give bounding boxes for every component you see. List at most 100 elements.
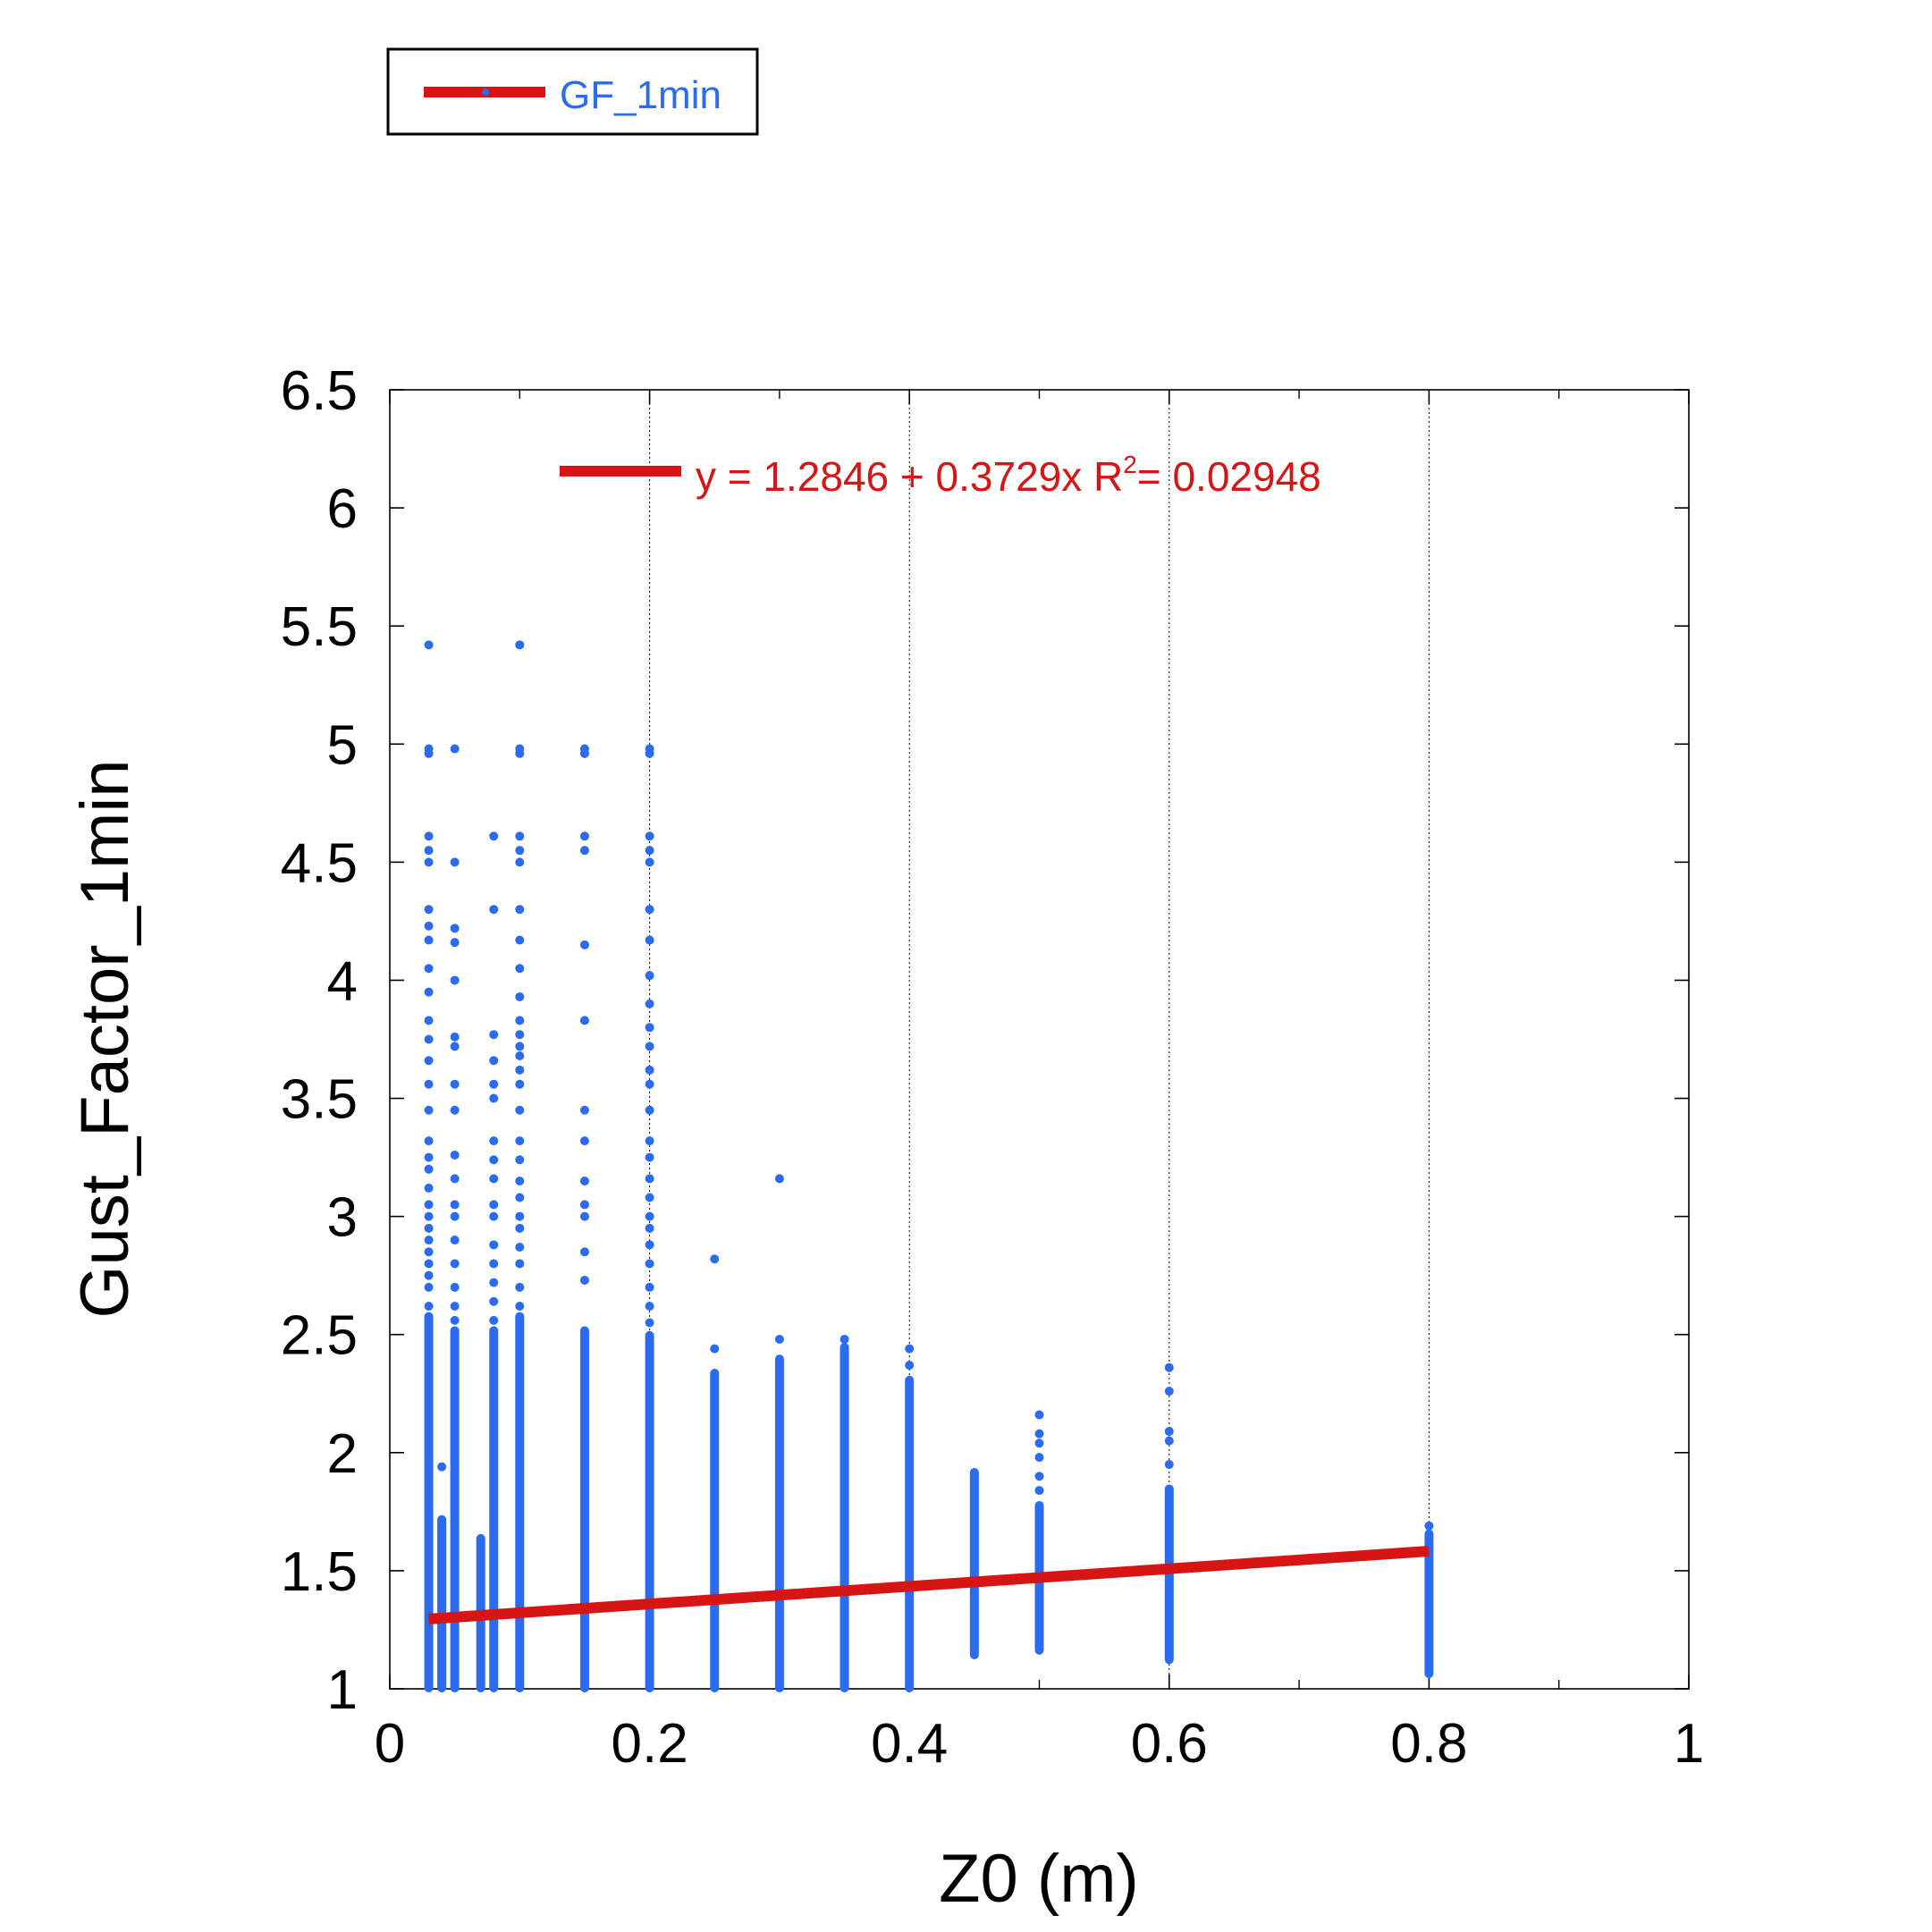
y-tick-label: 2 [327,1423,358,1485]
data-point [645,1193,654,1202]
data-point [450,924,460,933]
data-point [424,1152,434,1162]
data-point [1164,1387,1174,1396]
data-point [645,1211,654,1221]
data-point [515,964,525,974]
data-point [424,1016,434,1025]
data-point [424,935,434,945]
data-point [515,1211,525,1221]
fit-equation-r2-superscript: 2 [1123,451,1137,478]
data-point [579,831,589,841]
data-point [515,1193,525,1202]
data-point [645,1152,654,1162]
data-point [424,1211,434,1221]
data-point [489,1136,499,1146]
data-point [645,1259,654,1269]
point-column-dense [969,1467,979,1660]
data-point [450,857,460,867]
point-column-dense [839,1342,849,1692]
data-point [489,905,499,915]
data-point [450,1315,460,1325]
data-point [710,1344,720,1354]
x-tick-label: 1 [1674,1713,1704,1775]
y-tick-label: 4 [327,950,358,1012]
data-point [489,1278,499,1287]
data-point [515,744,525,754]
data-point [579,744,589,754]
data-point [1034,1438,1044,1448]
data-point [515,1242,525,1252]
data-point [450,1200,460,1210]
data-point [1034,1486,1044,1496]
y-axis-title: Gust_Factor_1min [67,759,143,1318]
point-column-dense [515,1312,525,1692]
data-point [1164,1460,1174,1470]
data-point [515,1105,525,1115]
data-point [1424,1521,1434,1531]
point-column-dense [450,1326,460,1692]
x-tick-label: 0.6 [1131,1713,1208,1775]
data-point [450,975,460,985]
data-point [424,905,434,915]
data-point [424,744,434,754]
data-point [579,1016,589,1025]
data-point [645,831,654,841]
point-column-dense [774,1354,784,1692]
data-point [645,1065,654,1075]
data-point [515,1302,525,1312]
point-column-dense [1164,1484,1174,1665]
y-tick-label: 4.5 [281,832,358,894]
data-point [424,1259,434,1269]
y-tick-label: 6 [327,478,358,540]
data-point [515,991,525,1001]
data-point [424,1247,434,1257]
point-column-dense [579,1326,589,1692]
data-point [424,1079,434,1089]
data-point [579,940,589,949]
x-tick-label: 0.8 [1390,1713,1467,1775]
data-point [424,1236,434,1245]
data-point [489,1240,499,1250]
point-column-dense [437,1514,447,1692]
data-point [515,1282,525,1292]
data-point [424,857,434,867]
data-point [424,831,434,841]
data-point [424,1282,434,1292]
data-point [579,1105,589,1115]
data-point [1034,1429,1044,1438]
data-point [515,1079,525,1089]
data-point [645,744,654,754]
data-point [424,1270,434,1280]
data-point [645,935,654,945]
data-point [450,1282,460,1292]
data-point [710,1254,720,1264]
data-point [645,1105,654,1115]
data-point [489,1200,499,1210]
data-point [450,744,460,754]
data-point [489,1174,499,1184]
y-tick-label: 3.5 [281,1069,358,1131]
x-tick-label: 0.2 [611,1713,688,1775]
data-point [424,1183,434,1193]
data-point [579,1211,589,1221]
data-point [515,1042,525,1051]
data-point [645,1042,654,1051]
fit-equation: y = 1.2846 + 0.3729x R2= 0.02948 [696,451,1321,500]
data-point [645,1223,654,1233]
data-point [424,1223,434,1233]
data-point [424,1200,434,1210]
data-point [424,1164,434,1174]
data-point [645,971,654,981]
y-tick-label: 1 [327,1659,358,1721]
point-column-dense [710,1368,720,1692]
data-point [489,1030,499,1040]
x-tick-label: 0 [375,1713,405,1775]
x-axis-title: Z0 (m) [939,1841,1139,1917]
labels-layer: 0 0.2 0.4 0.6 0.8 1 1 1.5 2 2.5 3 3.5 4 4.5 5 5.5 6 6.5 [281,360,1704,1775]
data-point [515,1223,525,1233]
data-point [579,1247,589,1257]
data-point [424,1105,434,1115]
data-point [450,1236,460,1245]
data-point [645,1302,654,1312]
